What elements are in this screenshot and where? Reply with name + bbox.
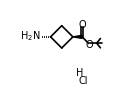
Text: Cl: Cl — [78, 76, 88, 87]
Text: O: O — [85, 40, 93, 50]
Text: H: H — [75, 68, 83, 78]
Text: $\mathregular{H_2N}$: $\mathregular{H_2N}$ — [20, 30, 40, 43]
Text: O: O — [78, 20, 86, 30]
Polygon shape — [73, 35, 82, 38]
